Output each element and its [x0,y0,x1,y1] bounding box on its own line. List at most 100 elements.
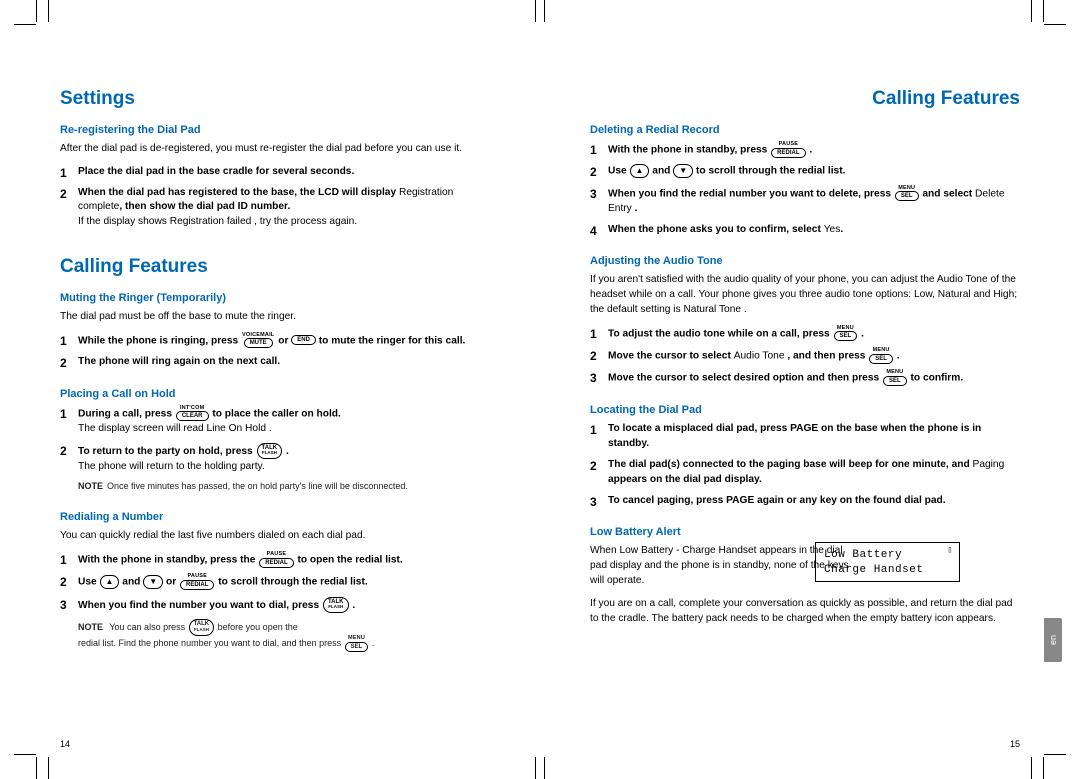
step-text: Move the cursor to select desired option… [608,373,882,384]
key-sel-icon: MENUSEL [883,370,907,386]
step-text: , then show the dial pad ID number. [119,201,290,212]
list-item: 2 Move the cursor to select Audio Tone ,… [590,348,1020,364]
section-reregister: Re-registering the Dial Pad After the di… [60,124,490,230]
step-text: or [166,577,179,588]
list-item: 1 With the phone in standby, press PAUSE… [590,142,1020,158]
key-talk-icon: TALKFLASH [257,443,283,460]
subhead: Deleting a Redial Record [590,124,1020,136]
step-text: To return to the party on hold, press [78,446,256,457]
lcd-display: ▯ Low Battery Charge Handset [815,542,960,582]
step-text: . [861,328,864,339]
step-text: With the phone in standby, press the [78,555,258,566]
key-clear-icon: INT'COMCLEAR [176,406,209,422]
step-text: . [809,144,812,155]
step-text: . [266,423,272,434]
note: NOTEOnce five minutes has passed, the on… [60,480,490,493]
page-left: Settings Re-registering the Dial Pad Aft… [0,0,540,779]
step-text: With the phone in standby, press [608,144,770,155]
list-item: 3 When you find the number you want to d… [60,597,490,614]
step-text: When the phone asks you to confirm, sele… [608,224,824,235]
list-item: 1 To adjust the audio tone while on a ca… [590,326,1020,342]
step-text: Move the cursor to select [608,350,734,361]
step-text: While the phone is ringing, press [78,335,241,346]
step-text: To adjust the audio tone while on a call… [608,328,833,339]
list-item: 2 The dial pad(s) connected to the pagin… [590,458,1020,488]
page-number: 14 [60,739,70,749]
step-text: . [840,224,843,235]
step-text: Audio Tone [734,350,785,361]
step-text: . [635,203,638,214]
section-mute: Muting the Ringer (Temporarily) The dial… [60,292,490,370]
key-down-icon: ▼ [143,575,163,589]
note: NOTE You can also press TALKFLASH before… [60,619,490,651]
body-text: After the dial pad is de-registered, you… [60,142,490,157]
step-text: Registration failed [170,216,252,227]
key-mute-icon: VOICEMAILMUTE [242,333,274,349]
key-end-icon: END [291,335,316,345]
step-text: , and then press [787,350,868,361]
key-sel-icon: MENUSEL [869,348,893,364]
section-redial: Redialing a Number You can quickly redia… [60,511,490,651]
key-up-icon: ▲ [630,164,650,178]
page-spread: Settings Re-registering the Dial Pad Aft… [0,0,1080,779]
list-item: 1 While the phone is ringing, press VOIC… [60,333,490,349]
step-text: When you find the number you want to dia… [78,600,322,611]
lcd-line: Low Battery [824,548,951,562]
section-locate: Locating the Dial Pad 1To locate a mispl… [590,404,1020,508]
list-item: 3To cancel paging, press PAGE again or a… [590,494,1020,509]
list-item: 1 During a call, press INT'COMCLEAR to p… [60,406,490,437]
subhead: Locating the Dial Pad [590,404,1020,416]
step-text: . [286,446,289,457]
list-item: 1Place the dial pad in the base cradle f… [60,165,490,180]
key-sel-icon: MENUSEL [345,636,369,652]
language-tab: en [1044,618,1062,662]
subhead: Adjusting the Audio Tone [590,255,1020,267]
section-hold: Placing a Call on Hold 1 During a call, … [60,388,490,494]
step-text: During a call, press [78,408,175,419]
step-text: Yes [824,224,841,235]
subhead: Redialing a Number [60,511,490,523]
subhead: Placing a Call on Hold [60,388,490,400]
step-text: to scroll through the redial list. [218,577,367,588]
step-text: . [352,600,355,611]
body-text: The dial pad must be off the base to mut… [60,310,490,325]
step-text: To cancel paging, press PAGE again or an… [608,495,946,506]
page-right: Calling Features Deleting a Redial Recor… [540,0,1080,779]
step-text: or [278,335,291,346]
list-item: 4 When the phone asks you to confirm, se… [590,223,1020,238]
step-text: When you find the redial number you want… [608,188,894,199]
list-item: 1 With the phone in standby, press the P… [60,552,490,568]
page-number: 15 [1010,739,1020,749]
step-text: to scroll through the redial list. [696,166,845,177]
body-text: When Low Battery - Charge Handset appear… [590,544,850,588]
list-item: 2The phone will ring again on the next c… [60,355,490,370]
step-text: To locate a misplaced dial pad, press PA… [608,423,981,449]
key-up-icon: ▲ [100,575,120,589]
body-text: If you aren't satisfied with the audio q… [590,273,1020,317]
step-text: The display screen will read [78,423,207,434]
step-text: When the dial pad has registered to the … [78,187,396,198]
heading-settings: Settings [60,88,490,110]
battery-icon: ▯ [948,546,953,556]
list-item: 2 To return to the party on hold, press … [60,443,490,475]
step-text: and [652,166,673,177]
body-text: You can quickly redial the last five num… [60,529,490,544]
body-text: If you are on a call, complete your conv… [590,597,1020,627]
step-text: The dial pad(s) connected to the paging … [608,459,973,470]
step-text: The phone will ring again on the next ca… [78,356,280,367]
step-text: Line On Hold [207,423,266,434]
step-text: Paging [973,459,1005,470]
step-text: to confirm. [911,373,964,384]
subhead: Re-registering the Dial Pad [60,124,490,136]
list-item: 3 When you find the redial number you wa… [590,186,1020,217]
step-text: and [122,577,143,588]
step-text: , try the process again. [251,216,357,227]
list-item: 2 Use ▲ and ▼ to scroll through the redi… [590,164,1020,179]
step-text: appears on the dial pad display. [608,474,762,485]
heading-calling: Calling Features [60,256,490,278]
key-sel-icon: MENUSEL [895,186,919,202]
lcd-line: Charge Handset [824,563,951,577]
step-text: The phone will return to the holding par… [78,461,265,472]
list-item: 1To locate a misplaced dial pad, press P… [590,422,1020,452]
key-sel-icon: MENUSEL [834,326,858,342]
